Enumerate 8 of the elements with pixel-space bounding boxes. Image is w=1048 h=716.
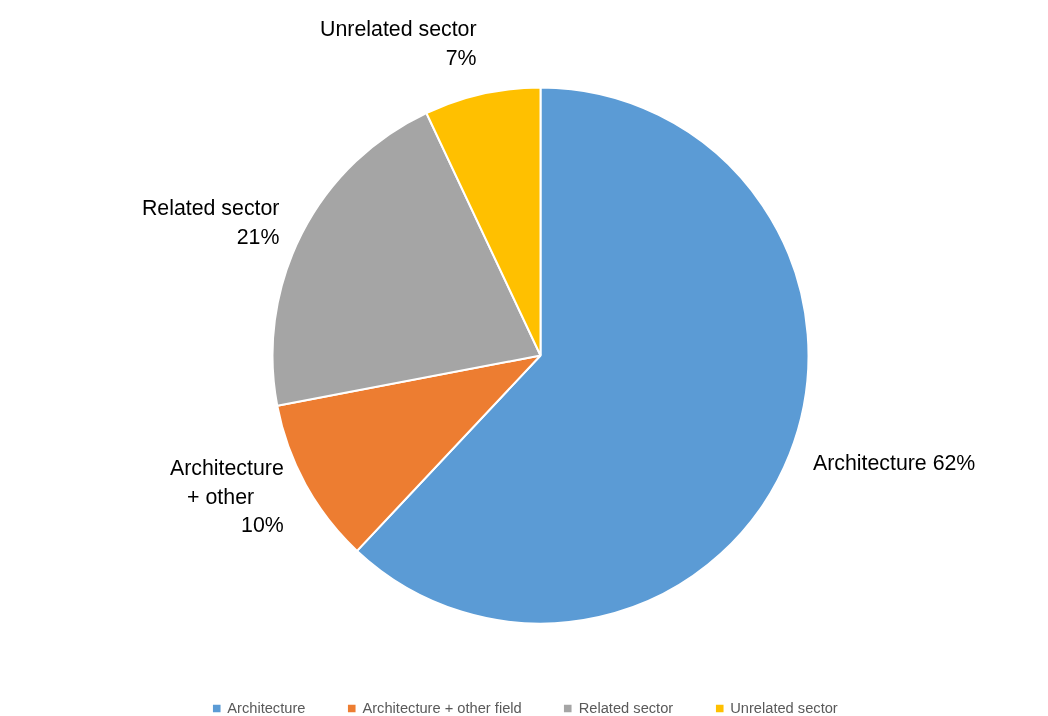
data-label: Related sector 21% <box>141 196 280 249</box>
legend-label: Architecture <box>227 700 306 716</box>
data-label: Architecture + other 10% <box>169 455 284 538</box>
data-label: Architecture 62% <box>812 451 976 476</box>
legend-label: Related sector <box>578 700 674 716</box>
data-label: Unrelated sector 7% <box>320 16 477 70</box>
legend-label: Architecture + other field <box>362 700 522 716</box>
legend-label: Unrelated sector <box>730 700 838 716</box>
